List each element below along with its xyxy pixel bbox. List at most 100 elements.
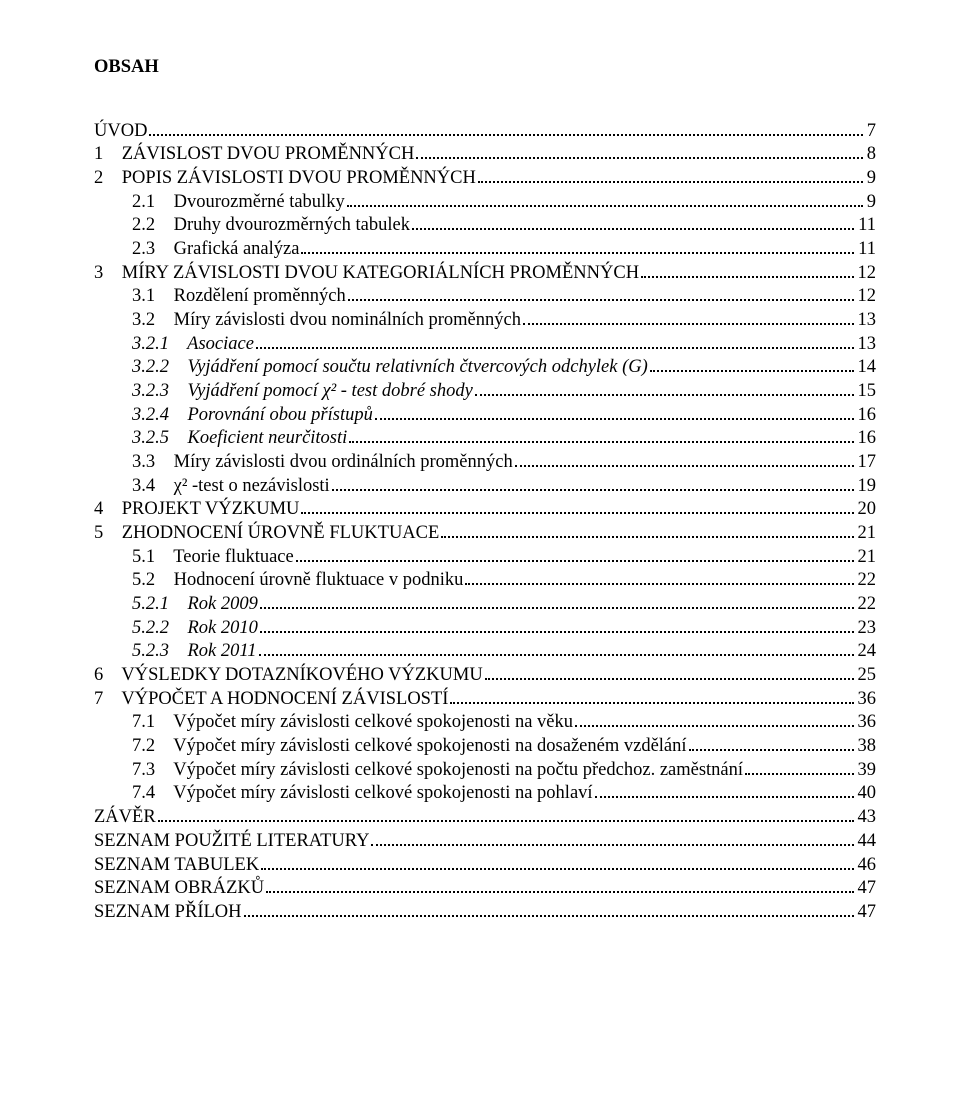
toc-entry: 5.2 Hodnocení úrovně fluktuace v podniku…: [94, 569, 876, 593]
toc-entry-page: 12: [856, 285, 877, 309]
toc-entry: 5.2.3 Rok 201124: [94, 640, 876, 664]
toc-entry-label: 2.1 Dvourozměrné tabulky: [132, 191, 345, 215]
toc-entry-page: 11: [856, 238, 876, 262]
toc-entry-page: 13: [856, 309, 877, 333]
toc-entry-page: 17: [856, 451, 877, 475]
toc-leader: [347, 205, 863, 207]
toc-entry-page: 9: [865, 191, 876, 215]
page-title: OBSAH: [94, 56, 876, 80]
toc-entry-label: 5.2.1 Rok 2009: [132, 593, 258, 617]
toc-entry-page: 25: [856, 664, 877, 688]
toc-entry: 3 MÍRY ZÁVISLOSTI DVOU KATEGORIÁLNÍCH PR…: [94, 262, 876, 286]
toc-entry-label: 3.2.1 Asociace: [132, 333, 254, 357]
toc-entry-page: 13: [856, 333, 877, 357]
toc-entry-label: ÚVOD: [94, 120, 147, 144]
toc-entry: ÚVOD7: [94, 120, 876, 144]
toc-leader: [349, 441, 853, 443]
toc-entry-label: ZÁVĚR: [94, 806, 156, 830]
toc-leader: [375, 418, 854, 420]
toc-entry-label: 5.2 Hodnocení úrovně fluktuace v podniku: [132, 569, 463, 593]
toc-entry: 2 POPIS ZÁVISLOSTI DVOU PROMĚNNÝCH9: [94, 167, 876, 191]
toc-entry: 5.2.2 Rok 201023: [94, 617, 876, 641]
toc-entry: 2.2 Druhy dvourozměrných tabulek 11: [94, 214, 876, 238]
toc-leader: [515, 465, 854, 467]
toc-entry-label: 3.2 Míry závislosti dvou nominálních pro…: [132, 309, 521, 333]
toc-leader: [348, 299, 854, 301]
toc-leader: [478, 181, 863, 183]
toc-entry-label: 7.2 Výpočet míry závislosti celkové spok…: [132, 735, 687, 759]
toc-leader: [301, 252, 854, 254]
toc-entry: 1 ZÁVISLOST DVOU PROMĚNNÝCH8: [94, 143, 876, 167]
toc-entry-page: 39: [856, 759, 877, 783]
toc-entry-page: 21: [856, 522, 877, 546]
toc-entry-label: 3.2.3 Vyjádření pomocí χ² - test dobré s…: [132, 380, 473, 404]
toc-entry: 7 VÝPOČET A HODNOCENÍ ZÁVISLOSTÍ 36: [94, 688, 876, 712]
toc-entry: 3.2 Míry závislosti dvou nominálních pro…: [94, 309, 876, 333]
toc-entry-page: 24: [856, 640, 877, 664]
toc-entry-label: 3.1 Rozdělení proměnných: [132, 285, 346, 309]
toc-entry-label: 7 VÝPOČET A HODNOCENÍ ZÁVISLOSTÍ: [94, 688, 448, 712]
toc-entry: 7.2 Výpočet míry závislosti celkové spok…: [94, 735, 876, 759]
toc-entry-label: 5.1 Teorie fluktuace: [132, 546, 294, 570]
toc-entry-label: SEZNAM OBRÁZKŮ: [94, 877, 264, 901]
toc-entry-page: 15: [856, 380, 877, 404]
toc-entry: 4 PROJEKT VÝZKUMU20: [94, 498, 876, 522]
toc-entry-page: 19: [856, 475, 877, 499]
toc-entry: 6 VÝSLEDKY DOTAZNÍKOVÉHO VÝZKUMU25: [94, 664, 876, 688]
toc-entry-page: 11: [856, 214, 876, 238]
toc-leader: [301, 512, 853, 514]
toc-entry: ZÁVĚR43: [94, 806, 876, 830]
toc-leader: [260, 631, 854, 633]
toc-leader: [332, 489, 854, 491]
toc-leader: [575, 725, 853, 727]
toc-entry: 5.2.1 Rok 2009 22: [94, 593, 876, 617]
toc-entry-label: 2.3 Grafická analýza: [132, 238, 299, 262]
toc-entry: SEZNAM TABULEK46: [94, 854, 876, 878]
toc-entry-page: 16: [856, 404, 877, 428]
toc-entry-page: 22: [856, 569, 877, 593]
toc-entry: 7.4 Výpočet míry závislosti celkové spok…: [94, 782, 876, 806]
toc-entry: SEZNAM POUŽITÉ LITERATURY44: [94, 830, 876, 854]
toc-entry-page: 12: [856, 262, 877, 286]
toc-entry-label: 3.4 χ² -test o nezávislosti: [132, 475, 330, 499]
toc-entry: 3.2.1 Asociace 13: [94, 333, 876, 357]
toc-entry-page: 40: [856, 782, 877, 806]
toc-entry: 7.3 Výpočet míry závislosti celkové spok…: [94, 759, 876, 783]
toc-entry-label: 7.4 Výpočet míry závislosti celkové spok…: [132, 782, 593, 806]
toc-entry-page: 9: [865, 167, 876, 191]
toc-entry: 3.3 Míry závislosti dvou ordinálních pro…: [94, 451, 876, 475]
toc-leader: [689, 749, 854, 751]
toc-entry-label: 2.2 Druhy dvourozměrných tabulek: [132, 214, 410, 238]
toc-entry-page: 38: [856, 735, 877, 759]
toc-entry-page: 44: [856, 830, 877, 854]
toc-entry-label: 3 MÍRY ZÁVISLOSTI DVOU KATEGORIÁLNÍCH PR…: [94, 262, 639, 286]
toc-entry-page: 14: [856, 356, 877, 380]
toc-entry: SEZNAM OBRÁZKŮ47: [94, 877, 876, 901]
toc-leader: [450, 702, 853, 704]
toc-leader: [261, 868, 853, 870]
toc-entry: 5.1 Teorie fluktuace21: [94, 546, 876, 570]
toc-leader: [485, 678, 854, 680]
toc-entry: SEZNAM PŘÍLOH47: [94, 901, 876, 925]
toc-leader: [412, 228, 854, 230]
toc-entry-label: 3.2.5 Koeficient neurčitosti: [132, 427, 347, 451]
toc-leader: [266, 891, 853, 893]
toc-entry-page: 22: [856, 593, 877, 617]
toc-entry-page: 16: [856, 427, 877, 451]
toc-entry: 3.2.2 Vyjádření pomocí součtu relativníc…: [94, 356, 876, 380]
toc-entry-page: 23: [856, 617, 877, 641]
toc-leader: [650, 370, 854, 372]
toc-entry-label: 3.3 Míry závislosti dvou ordinálních pro…: [132, 451, 513, 475]
toc-entry-page: 8: [865, 143, 876, 167]
toc-leader: [256, 347, 854, 349]
toc-leader: [296, 560, 854, 562]
toc-entry: 2.1 Dvourozměrné tabulky 9: [94, 191, 876, 215]
toc-leader: [475, 394, 854, 396]
toc-entry: 5 ZHODNOCENÍ ÚROVNĚ FLUKTUACE21: [94, 522, 876, 546]
toc-entry-page: 36: [856, 711, 877, 735]
toc-entry-page: 47: [856, 901, 877, 925]
toc-entry-page: 36: [856, 688, 877, 712]
toc-leader: [149, 134, 862, 136]
toc-leader: [523, 323, 854, 325]
toc-entry: 3.4 χ² -test o nezávislosti 19: [94, 475, 876, 499]
